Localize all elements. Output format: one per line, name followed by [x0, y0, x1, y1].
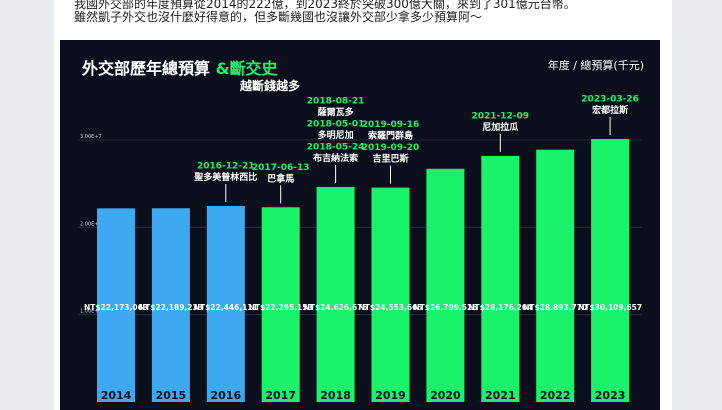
annotation-text-2021: 2021-12-09	[472, 111, 530, 121]
value-label-2018: NT$24,626,676	[304, 303, 368, 312]
annotation-text-2018: 布吉納法索	[312, 152, 358, 164]
annotation-text-2019: 2019-09-20	[362, 143, 420, 153]
right-sidebar	[672, 0, 722, 410]
value-label-2021: NT$28,176,204	[468, 303, 532, 312]
chart-subtitle: 越斷錢越多	[240, 79, 301, 93]
post-text-line-2: 雖然凱子外交也沒什麼好得意的，但多斷幾國也沒讓外交部少拿多少預算阿～	[74, 10, 483, 24]
value-label-2015: NT$22,189,233	[139, 303, 203, 312]
x-tick-label-2019: 2019	[375, 389, 406, 402]
value-label-2019: NT$24,553,665	[358, 303, 422, 312]
annotation-text-2016: 聖多美普林西比	[194, 171, 257, 183]
x-tick-label-2016: 2016	[210, 389, 241, 402]
annotation-text-2017: 巴拿馬	[267, 172, 294, 184]
x-tick-label-2021: 2021	[485, 389, 516, 402]
annotation-text-2017: 2017-06-13	[252, 163, 310, 173]
annotation-text-2019: 吉里巴斯	[372, 153, 408, 165]
bar-2022	[536, 149, 575, 402]
x-tick-label-2018: 2018	[320, 389, 351, 402]
x-tick-label-2020: 2020	[430, 389, 461, 402]
bar-2017	[261, 207, 300, 402]
y-tick-label: 3.00E+7	[80, 134, 102, 140]
value-label-2016: NT$22,446,111	[194, 303, 258, 312]
chart-title-main: 外交部歷年總預算	[82, 59, 211, 78]
bar-2019	[371, 187, 410, 402]
x-tick-label-2014: 2014	[101, 389, 132, 402]
annotation-text-2018: 2018-08-21	[307, 96, 365, 106]
budget-chart-image[interactable]: 外交部歷年總預算 &斷交史 越斷錢越多 年度 / 總預算(千元) 3.00E+7…	[60, 40, 660, 410]
left-sidebar	[0, 0, 54, 410]
annotation-text-2016: 2016-12-21	[197, 161, 255, 171]
bar-2018	[316, 186, 355, 402]
annotation-text-2023: 2023-03-26	[581, 95, 639, 105]
bar-chart-svg: 3.00E+7 2.00E+7 1.00E+7NT$22,173,063 2014 NT…	[78, 95, 642, 402]
annotation-text-2018: 2018-05-24	[307, 142, 365, 152]
value-label-2022: NT$28,893,770	[523, 303, 587, 312]
unit-label: 年度 / 總預算(千元)	[547, 59, 644, 72]
x-tick-label-2023: 2023	[595, 389, 626, 402]
bar-2021	[481, 155, 520, 402]
annotation-text-2018: 多明尼加	[318, 129, 354, 141]
chart-title-accent: &斷交史	[215, 59, 278, 78]
value-label-2020: NT$26,709,526	[413, 303, 477, 312]
x-tick-label-2015: 2015	[156, 389, 187, 402]
annotation-text-2018: 2018-05-01	[307, 119, 365, 129]
annotation-text-2021: 尼加拉瓜	[482, 121, 518, 133]
bar-2020	[426, 168, 465, 402]
y-tick-label: 1.00E+7	[80, 309, 102, 315]
annotation-text-2018: 薩爾瓦多	[318, 106, 354, 118]
value-label-2017: NT$22,295,153	[249, 303, 313, 312]
post-text-line-1: 我國外交部的年度預算從2014的222億，到2023終於突破300億大關，來到了…	[74, 0, 576, 11]
y-tick-label: 2.00E+7	[80, 221, 102, 227]
annotation-text-2019: 2019-09-16	[362, 120, 420, 130]
bar-2023	[591, 139, 630, 402]
x-tick-label-2022: 2022	[540, 389, 571, 402]
value-label-2014: NT$22,173,063	[84, 303, 148, 312]
chart-title: 外交部歷年總預算 &斷交史	[82, 55, 278, 79]
bar-2014	[97, 208, 135, 402]
value-label-2023: NT$30,109,657	[578, 303, 642, 312]
bar-2016	[206, 205, 245, 402]
x-tick-label-2017: 2017	[265, 389, 296, 402]
annotation-text-2023: 宏都拉斯	[592, 104, 628, 116]
annotation-text-2019: 索羅門群島	[368, 130, 413, 142]
bar-2015	[151, 208, 190, 402]
